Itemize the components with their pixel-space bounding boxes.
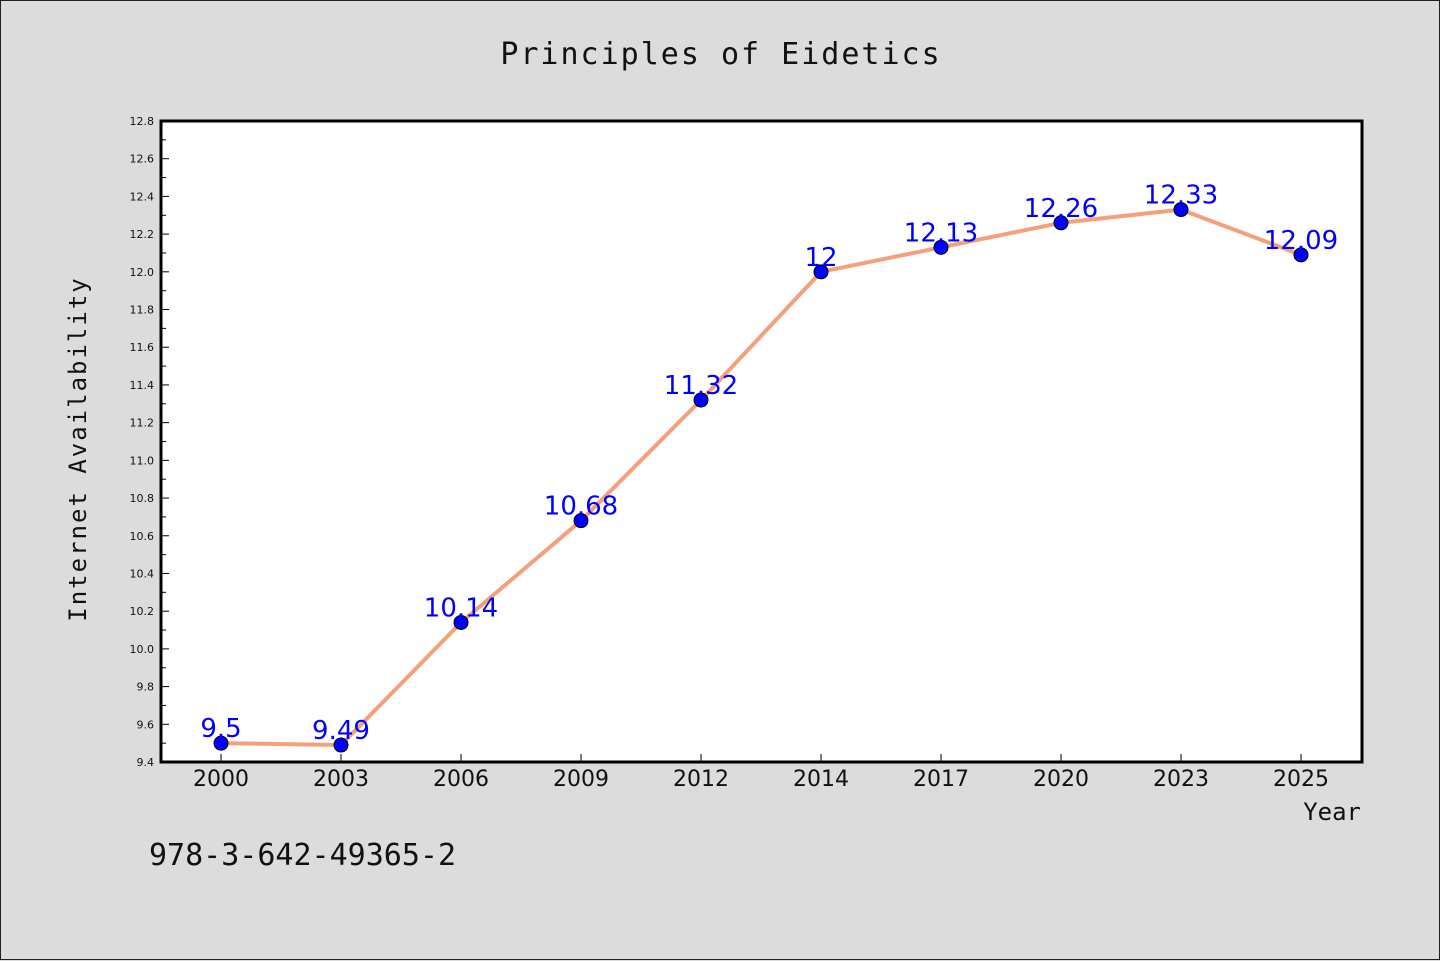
isbn-annotation: 978-3-642-49365-2 [149,838,456,873]
y-tick-label: 11.4 [130,379,155,392]
x-tick-label: 2009 [553,767,609,792]
data-label: 12.33 [1144,181,1218,211]
data-label: 9.49 [312,716,370,746]
data-point-marker [573,513,589,529]
x-axis-ticks: 2000 2003 2006 2009 2012 2014 2017 2020 2023 2025 [193,754,1329,792]
y-tick-label: 11.0 [130,454,155,467]
y-tick-label: 12.8 [130,115,155,128]
x-tick-label: 2000 [193,767,249,792]
x-tick-label: 2023 [1153,767,1209,792]
data-label: 12.13 [904,218,978,248]
y-tick-label: 9.4 [137,756,155,769]
x-tick-label: 2003 [313,767,369,792]
y-tick-label: 12.4 [130,190,155,203]
data-point-marker [333,737,349,753]
data-point-marker [1053,215,1069,231]
x-tick-label: 2025 [1273,767,1329,792]
chart-title: Principles of Eidetics [500,37,941,72]
series-markers [213,202,1309,753]
y-tick-label: 12.0 [130,266,155,279]
data-label: 12.26 [1024,194,1098,224]
y-tick-label: 10.8 [130,492,155,505]
data-point-marker [813,264,829,280]
plot-area [159,119,1364,764]
data-label: 12.09 [1264,226,1338,256]
data-label: 10.14 [424,593,498,623]
data-label: 12 [804,243,837,273]
y-tick-label: 9.8 [137,681,155,694]
data-point-marker [693,392,709,408]
y-tick-label: 10.2 [130,605,155,618]
series-line [219,207,1303,748]
data-label: 11.32 [664,371,738,401]
x-axis-label: Year [1303,798,1361,826]
y-tick-label: 11.2 [130,417,155,430]
data-point-marker [453,614,469,630]
y-tick-label: 12.2 [130,228,155,241]
data-point-marker [1173,202,1189,218]
data-point-marker [213,735,229,751]
y-tick-label: 10.4 [130,567,155,580]
y-tick-label: 10.0 [130,643,155,656]
data-point-marker [1293,247,1309,263]
y-axis-label: Internet Availability [64,276,92,621]
y-tick-label: 11.8 [130,304,155,317]
data-point-marker [933,239,949,255]
y-tick-label: 11.6 [130,341,155,354]
data-label: 9.5 [200,714,241,744]
y-tick-label: 12.6 [130,153,155,166]
y-tick-label: 9.6 [137,718,155,731]
x-tick-label: 2006 [433,767,489,792]
y-axis-ticks: 9.4 9.6 9.8 10.0 10.2 10.4 10.6 10.8 11.0 11.2 11.… [130,115,169,769]
x-tick-label: 2012 [673,767,729,792]
x-tick-label: 2020 [1033,767,1089,792]
x-tick-label: 2014 [793,767,849,792]
data-label: 10.68 [544,492,618,522]
y-tick-label: 10.6 [130,530,155,543]
data-labels: 9.5 9.49 10.14 10.68 11.32 12 12.13 12.26 12.33 1… [200,181,1338,746]
x-tick-label: 2017 [913,767,969,792]
